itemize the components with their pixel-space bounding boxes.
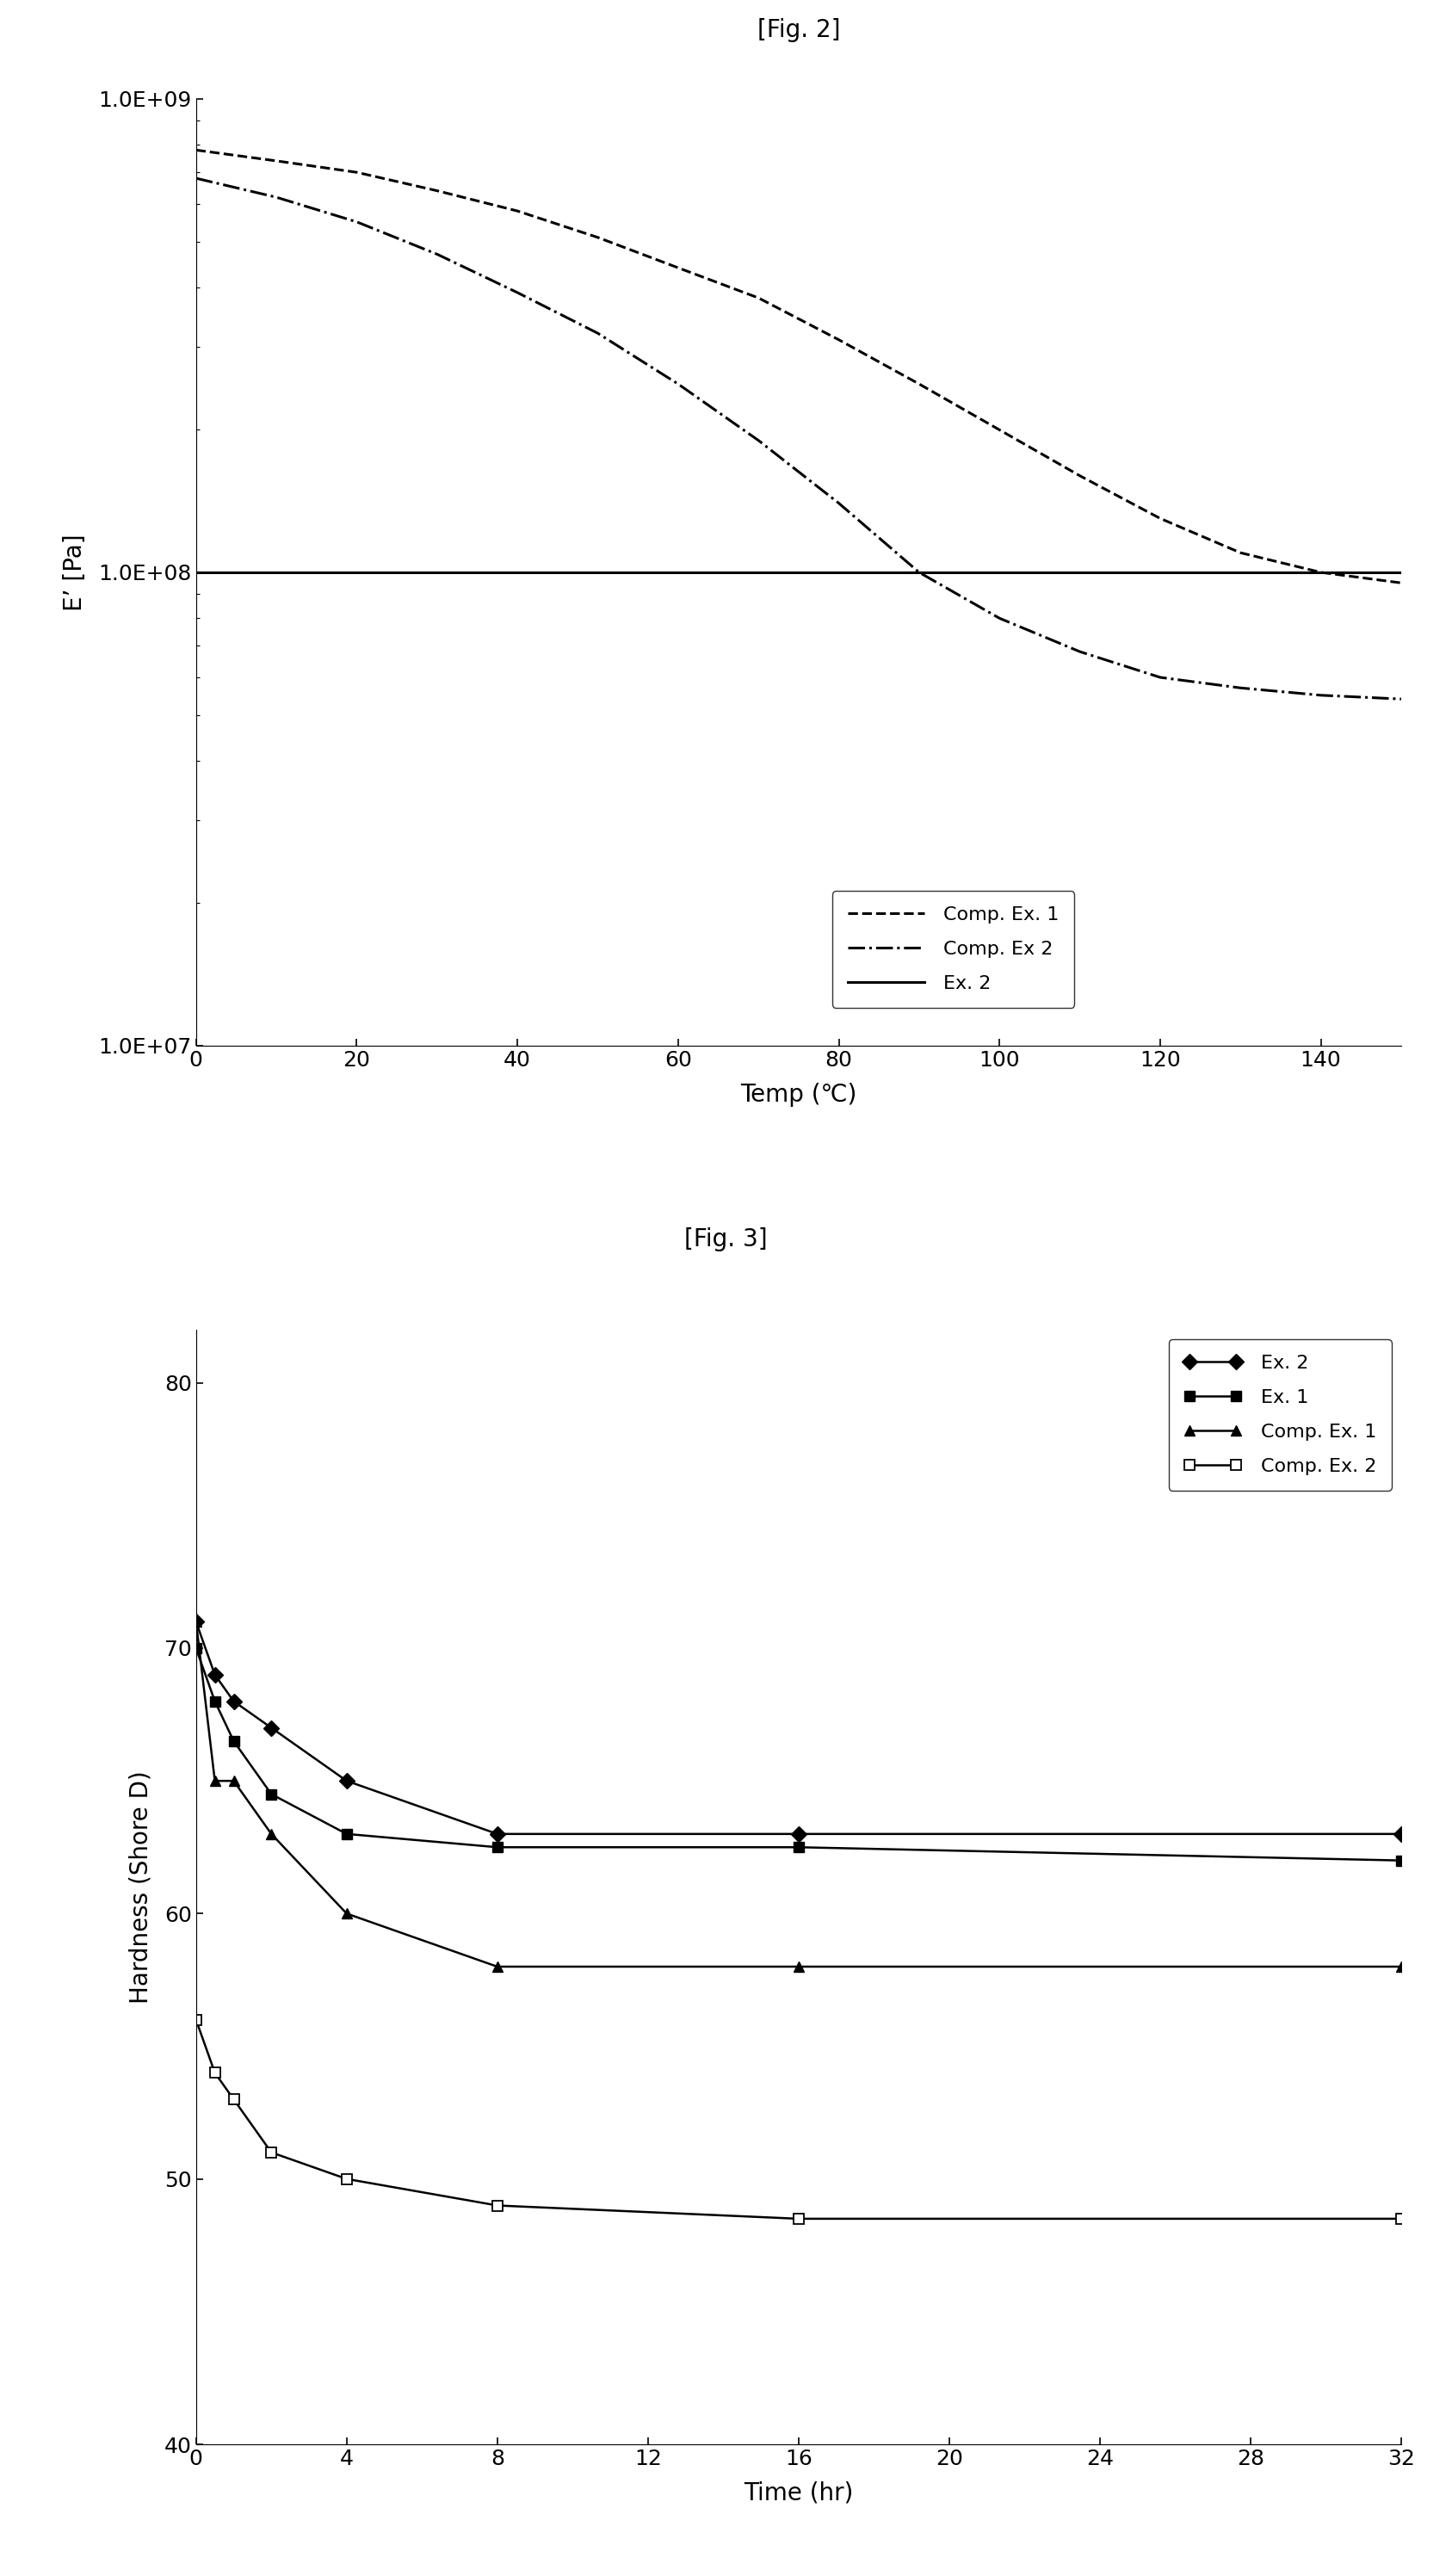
Line: Comp. Ex. 1: Comp. Ex. 1: [190, 1615, 1407, 1973]
Comp. Ex 2: [267, 183, 285, 214]
Ex. 1: [790, 1832, 807, 1862]
Comp. Ex. 1: [1072, 461, 1089, 492]
Comp. Ex. 1: [1392, 567, 1410, 598]
Ex. 1: [1392, 1844, 1410, 1875]
Comp. Ex. 2: [263, 2138, 280, 2169]
Comp. Ex. 1: [488, 1950, 505, 1981]
Comp. Ex. 2: [790, 2202, 807, 2233]
Comp. Ex. 2: [488, 2190, 505, 2221]
Comp. Ex 2: [1072, 636, 1089, 667]
Comp. Ex. 1: [508, 196, 526, 227]
Comp. Ex. 1: [910, 368, 928, 399]
Comp. Ex 2: [831, 487, 848, 518]
Line: Comp. Ex. 1: Comp. Ex. 1: [196, 149, 1401, 582]
Line: Comp. Ex. 2: Comp. Ex. 2: [190, 2014, 1407, 2223]
Comp. Ex. 1: [1313, 556, 1330, 587]
Comp. Ex 2: [1313, 680, 1330, 711]
Comp. Ex. 1: [348, 157, 366, 188]
Comp. Ex 2: [1392, 683, 1410, 714]
Comp. Ex. 1: [206, 1765, 224, 1795]
Ex. 2: [790, 1819, 807, 1850]
Comp. Ex. 1: [428, 175, 446, 206]
Comp. Ex. 2: [1392, 2202, 1410, 2233]
Comp. Ex. 1: [590, 222, 607, 252]
Ex. 2: [1392, 1819, 1410, 1850]
Comp. Ex 2: [990, 603, 1008, 634]
Comp. Ex 2: [187, 162, 205, 193]
Comp. Ex 2: [910, 556, 928, 587]
Ex. 1: [187, 1633, 205, 1664]
Ex. 1: [263, 1777, 280, 1808]
Comp. Ex. 2: [206, 2058, 224, 2089]
Line: Comp. Ex 2: Comp. Ex 2: [196, 178, 1401, 698]
Comp. Ex. 1: [1231, 538, 1249, 569]
Ex. 1: [488, 1832, 505, 1862]
Y-axis label: E’ [Pa]: E’ [Pa]: [62, 533, 87, 611]
Ex. 2: [263, 1713, 280, 1744]
X-axis label: Temp (℃): Temp (℃): [741, 1082, 857, 1108]
Ex. 2: [225, 1685, 242, 1716]
Comp. Ex. 1: [187, 134, 205, 165]
Comp. Ex 2: [428, 240, 446, 270]
Line: Ex. 2: Ex. 2: [190, 1615, 1407, 1839]
Comp. Ex. 1: [1151, 502, 1169, 533]
Comp. Ex. 1: [187, 1607, 205, 1638]
Ex. 2: [206, 1659, 224, 1690]
Comp. Ex. 1: [267, 144, 285, 175]
Comp. Ex. 1: [338, 1899, 356, 1929]
Ex. 2: [338, 1765, 356, 1795]
Text: [Fig. 3]: [Fig. 3]: [684, 1226, 768, 1252]
Ex. 1: [225, 1726, 242, 1757]
Comp. Ex 2: [1151, 662, 1169, 693]
Comp. Ex 2: [590, 317, 607, 348]
Comp. Ex. 1: [790, 1950, 807, 1981]
Ex. 1: [338, 1819, 356, 1850]
Comp. Ex. 1: [263, 1819, 280, 1850]
Comp. Ex. 1: [225, 1765, 242, 1795]
Comp. Ex. 1: [669, 252, 687, 283]
Comp. Ex. 2: [187, 2004, 205, 2035]
Comp. Ex 2: [508, 278, 526, 309]
Legend: Ex. 2, Ex. 1, Comp. Ex. 1, Comp. Ex. 2: Ex. 2, Ex. 1, Comp. Ex. 1, Comp. Ex. 2: [1169, 1340, 1391, 1492]
Comp. Ex 2: [348, 206, 366, 237]
Comp. Ex 2: [749, 425, 767, 456]
Comp. Ex. 1: [749, 283, 767, 314]
Comp. Ex 2: [1231, 672, 1249, 703]
Comp. Ex. 1: [1392, 1950, 1410, 1981]
Comp. Ex. 1: [990, 415, 1008, 446]
Y-axis label: Hardness (Shore D): Hardness (Shore D): [128, 1770, 152, 2004]
Ex. 1: [206, 1685, 224, 1716]
Comp. Ex 2: [669, 368, 687, 399]
Text: [Fig. 2]: [Fig. 2]: [756, 18, 841, 41]
Comp. Ex. 2: [225, 2084, 242, 2115]
Line: Ex. 1: Ex. 1: [190, 1643, 1407, 1865]
Comp. Ex. 1: [831, 325, 848, 355]
X-axis label: Time (hr): Time (hr): [743, 2481, 854, 2506]
Ex. 2: [488, 1819, 505, 1850]
Comp. Ex. 2: [338, 2164, 356, 2195]
Legend: Comp. Ex. 1, Comp. Ex 2, Ex. 2: Comp. Ex. 1, Comp. Ex 2, Ex. 2: [832, 891, 1074, 1007]
Ex. 2: [187, 1607, 205, 1638]
